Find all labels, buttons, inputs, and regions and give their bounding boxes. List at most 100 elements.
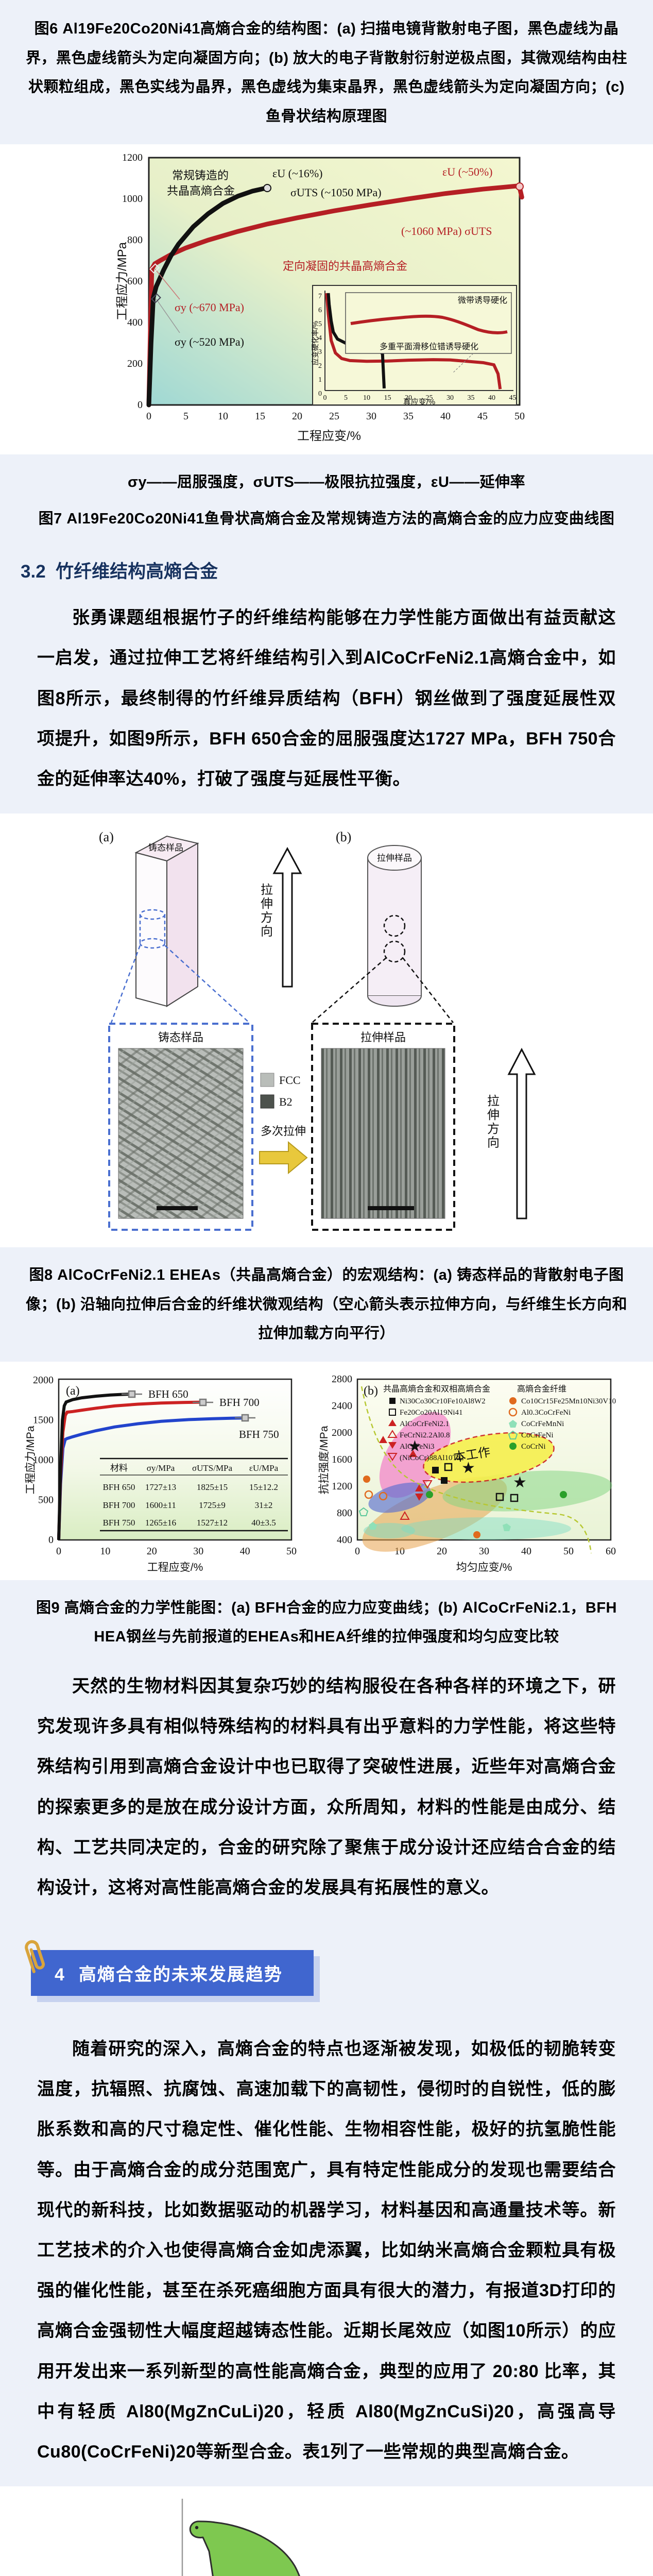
svg-text:400: 400 (127, 317, 143, 328)
svg-text:3: 3 (318, 348, 322, 356)
svg-text:20: 20 (292, 411, 302, 422)
svg-text:40: 40 (488, 394, 495, 402)
fig9a-bfh700-label: BFH 700 (219, 1396, 260, 1409)
fig7-inset-x-label: 真应变/% (403, 397, 436, 406)
fig8-b2-label: B2 (279, 1095, 293, 1108)
svg-text:1200: 1200 (332, 1481, 352, 1492)
svg-text:1600: 1600 (332, 1454, 352, 1465)
svg-text:400: 400 (337, 1534, 352, 1546)
svg-text:30: 30 (446, 394, 454, 402)
fig9b-legend1-title: 共晶高熵合金和双相高熵合金 (383, 1384, 490, 1394)
svg-text:1200: 1200 (122, 152, 143, 163)
fig9a-th-material: 材料 (110, 1463, 128, 1473)
fig8-cast-scalebar (157, 1206, 198, 1211)
fig9a-th-sy: σy/MPa (147, 1463, 175, 1473)
fig7-sy670-leader (154, 268, 180, 300)
svg-text:Ni30Co30Cr10Fe10Al8W2: Ni30Co30Cr10Fe10Al8W2 (400, 1397, 486, 1405)
svg-text:5: 5 (344, 394, 348, 402)
fig8-multi-stretch-arrow: 多次拉伸 (259, 1125, 308, 1175)
fig7-cast-label-1: 常规铸造的 (172, 169, 229, 182)
fig8-tension-arrow-bottom: 拉伸方向 (487, 1047, 536, 1219)
fig8-figure: (a) 铸态样品 拉伸方向 (b) (0, 814, 653, 1248)
fig9a-th-eu: εU/MPa (249, 1463, 279, 1473)
svg-text:CoCrNi: CoCrNi (521, 1443, 546, 1451)
fig7-inset-zoom-curve (350, 314, 508, 335)
svg-text:Al0.3CoCrFeNi: Al0.3CoCrFeNi (521, 1409, 571, 1417)
svg-text:★: ★ (513, 1474, 527, 1491)
svg-text:20: 20 (405, 394, 412, 402)
svg-text:25: 25 (426, 394, 433, 402)
fig7-y-ticks: 0 200 400 600 800 1000 1200 (122, 152, 143, 411)
svg-text:31±2: 31±2 (255, 1500, 273, 1510)
fig9b-legend: 共晶高熵合金和双相高熵合金 Ni30Co30Cr10Fe10Al8W2 Fe20… (383, 1384, 616, 1462)
fig7-sy520-label: σy (~520 MPa) (175, 335, 244, 348)
svg-text:60: 60 (606, 1546, 616, 1557)
svg-text:45: 45 (477, 411, 488, 422)
section-4-banner: 4 高熵合金的未来发展趋势 (31, 1950, 314, 1996)
svg-text:1527±12: 1527±12 (197, 1518, 228, 1528)
fig7-curve-directional (146, 183, 524, 408)
svg-text:BFH 650: BFH 650 (103, 1482, 135, 1492)
fig9b-y-ticks: 400 800 1200 1600 2000 2400 2800 (332, 1374, 352, 1546)
svg-text:600: 600 (127, 276, 143, 287)
paragraph-bamboo: 张勇课题组根据竹子的纤维结构能够在力学性能方面做出有益贡献这一启发，通过拉伸工艺… (37, 608, 616, 789)
fig9a-end-markers (122, 1390, 255, 1422)
paragraph-bio-structures: 天然的生物材料因其复杂巧妙的结构服役在各种各样的环境之下，研究发现许多具有相似特… (37, 1676, 616, 1897)
svg-text:35: 35 (468, 394, 475, 402)
fig9b-tag: (b) (364, 1384, 378, 1398)
svg-text:5: 5 (183, 411, 188, 422)
fig7-symbol-legend: σy——屈服强度，σUTS——极限抗拉强度，εU——延伸率 (127, 474, 525, 491)
fig7-x-ticks: 0 5 10 15 20 25 30 35 40 45 50 (146, 411, 525, 422)
svg-text:50: 50 (514, 411, 525, 422)
svg-text:2000: 2000 (33, 1375, 54, 1386)
fig7-inset-zoom-leader (452, 353, 474, 374)
dinosaur-illustration (189, 2520, 300, 2576)
fig7-sy670-label: σy (~670 MPa) (175, 301, 244, 314)
fig8-tensile-inset-label: 拉伸样品 (360, 1031, 406, 1044)
svg-text:1000: 1000 (33, 1454, 54, 1466)
svg-text:50: 50 (563, 1546, 574, 1557)
fig6-caption: 图6 Al19Fe20Co20Ni41高熵合金的结构图：(a) 扫描电镜背散射电… (25, 21, 628, 125)
svg-text:15±12.2: 15±12.2 (249, 1482, 278, 1492)
svg-text:30: 30 (193, 1546, 203, 1557)
fig7-figure: 0 200 400 600 800 1000 1200 0 5 10 15 20 25 30 35 40 45… (0, 144, 653, 455)
svg-text:CoCrFeMnNi: CoCrFeMnNi (521, 1420, 564, 1428)
section-3-2-title: 竹纤维结构高熵合金 (56, 562, 218, 582)
fig7-inset-y-ticks: 0 1 2 3 4 5 6 7 (318, 293, 322, 398)
fig7-uts1060-label: (~1060 MPa) σUTS (401, 225, 492, 238)
svg-text:1265±16: 1265±16 (145, 1518, 176, 1528)
svg-text:0: 0 (355, 1546, 360, 1557)
svg-text:800: 800 (127, 234, 143, 246)
fig9a-inset-table: 材料 σy/MPa σUTS/MPa εU/MPa BFH 650 1727±1… (100, 1458, 288, 1532)
fig7-ds-label: 定向凝固的共晶高熵合金 (283, 260, 407, 273)
svg-text:40: 40 (521, 1546, 531, 1557)
fig9b-x-label: 均匀应变/% (456, 1562, 512, 1573)
fig9-caption: 图9 高熵合金的力学性能图：(a) BFH合金的应力应变曲线；(b) AlCoC… (36, 1599, 617, 1646)
svg-text:AlCrFeNi3: AlCrFeNi3 (400, 1443, 435, 1451)
fig8-multi-stretch-label: 多次拉伸 (261, 1125, 306, 1138)
fig7-sy670-marker (149, 263, 160, 274)
svg-text:40±3.5: 40±3.5 (251, 1518, 276, 1528)
svg-text:30: 30 (366, 411, 376, 422)
fig9b-y-label: 抗拉强度/MPa (318, 1426, 330, 1494)
fig8-caption: 图8 AlCoCrFeNi2.1 EHEAs（共晶高熵合金）的宏观结构：(a) … (25, 1267, 628, 1342)
svg-text:50: 50 (286, 1546, 297, 1557)
fig7-eu50-label: εU (~50%) (442, 165, 493, 178)
fig7-inset-curve-ds (325, 293, 502, 389)
svg-text:10: 10 (218, 411, 228, 422)
fig8-phase-legend: FCC B2 (260, 1073, 301, 1109)
fig9a-y-label: 工程应力/MPa (25, 1426, 37, 1494)
fig9b-stars: ★ ★ ★ (408, 1438, 527, 1491)
fig9a-th-uts: σUTS/MPa (192, 1463, 233, 1473)
svg-text:(NiCoCr)88Al10Ta2: (NiCoCr)88Al10Ta2 (400, 1454, 464, 1462)
svg-text:10: 10 (363, 394, 370, 402)
svg-text:40: 40 (240, 1546, 250, 1557)
svg-text:200: 200 (127, 358, 143, 369)
fig8-tension-direction-label: 拉伸方向 (261, 883, 273, 939)
fig7-inset-x-ticks: 0 5 10 15 20 25 30 35 40 45 (323, 394, 517, 402)
fig7-y-axis-label: 工程应力/MPa (115, 242, 129, 321)
fig8-tensile-top-label: 拉伸样品 (377, 853, 412, 863)
fig7-inset-zoombox (345, 292, 512, 354)
